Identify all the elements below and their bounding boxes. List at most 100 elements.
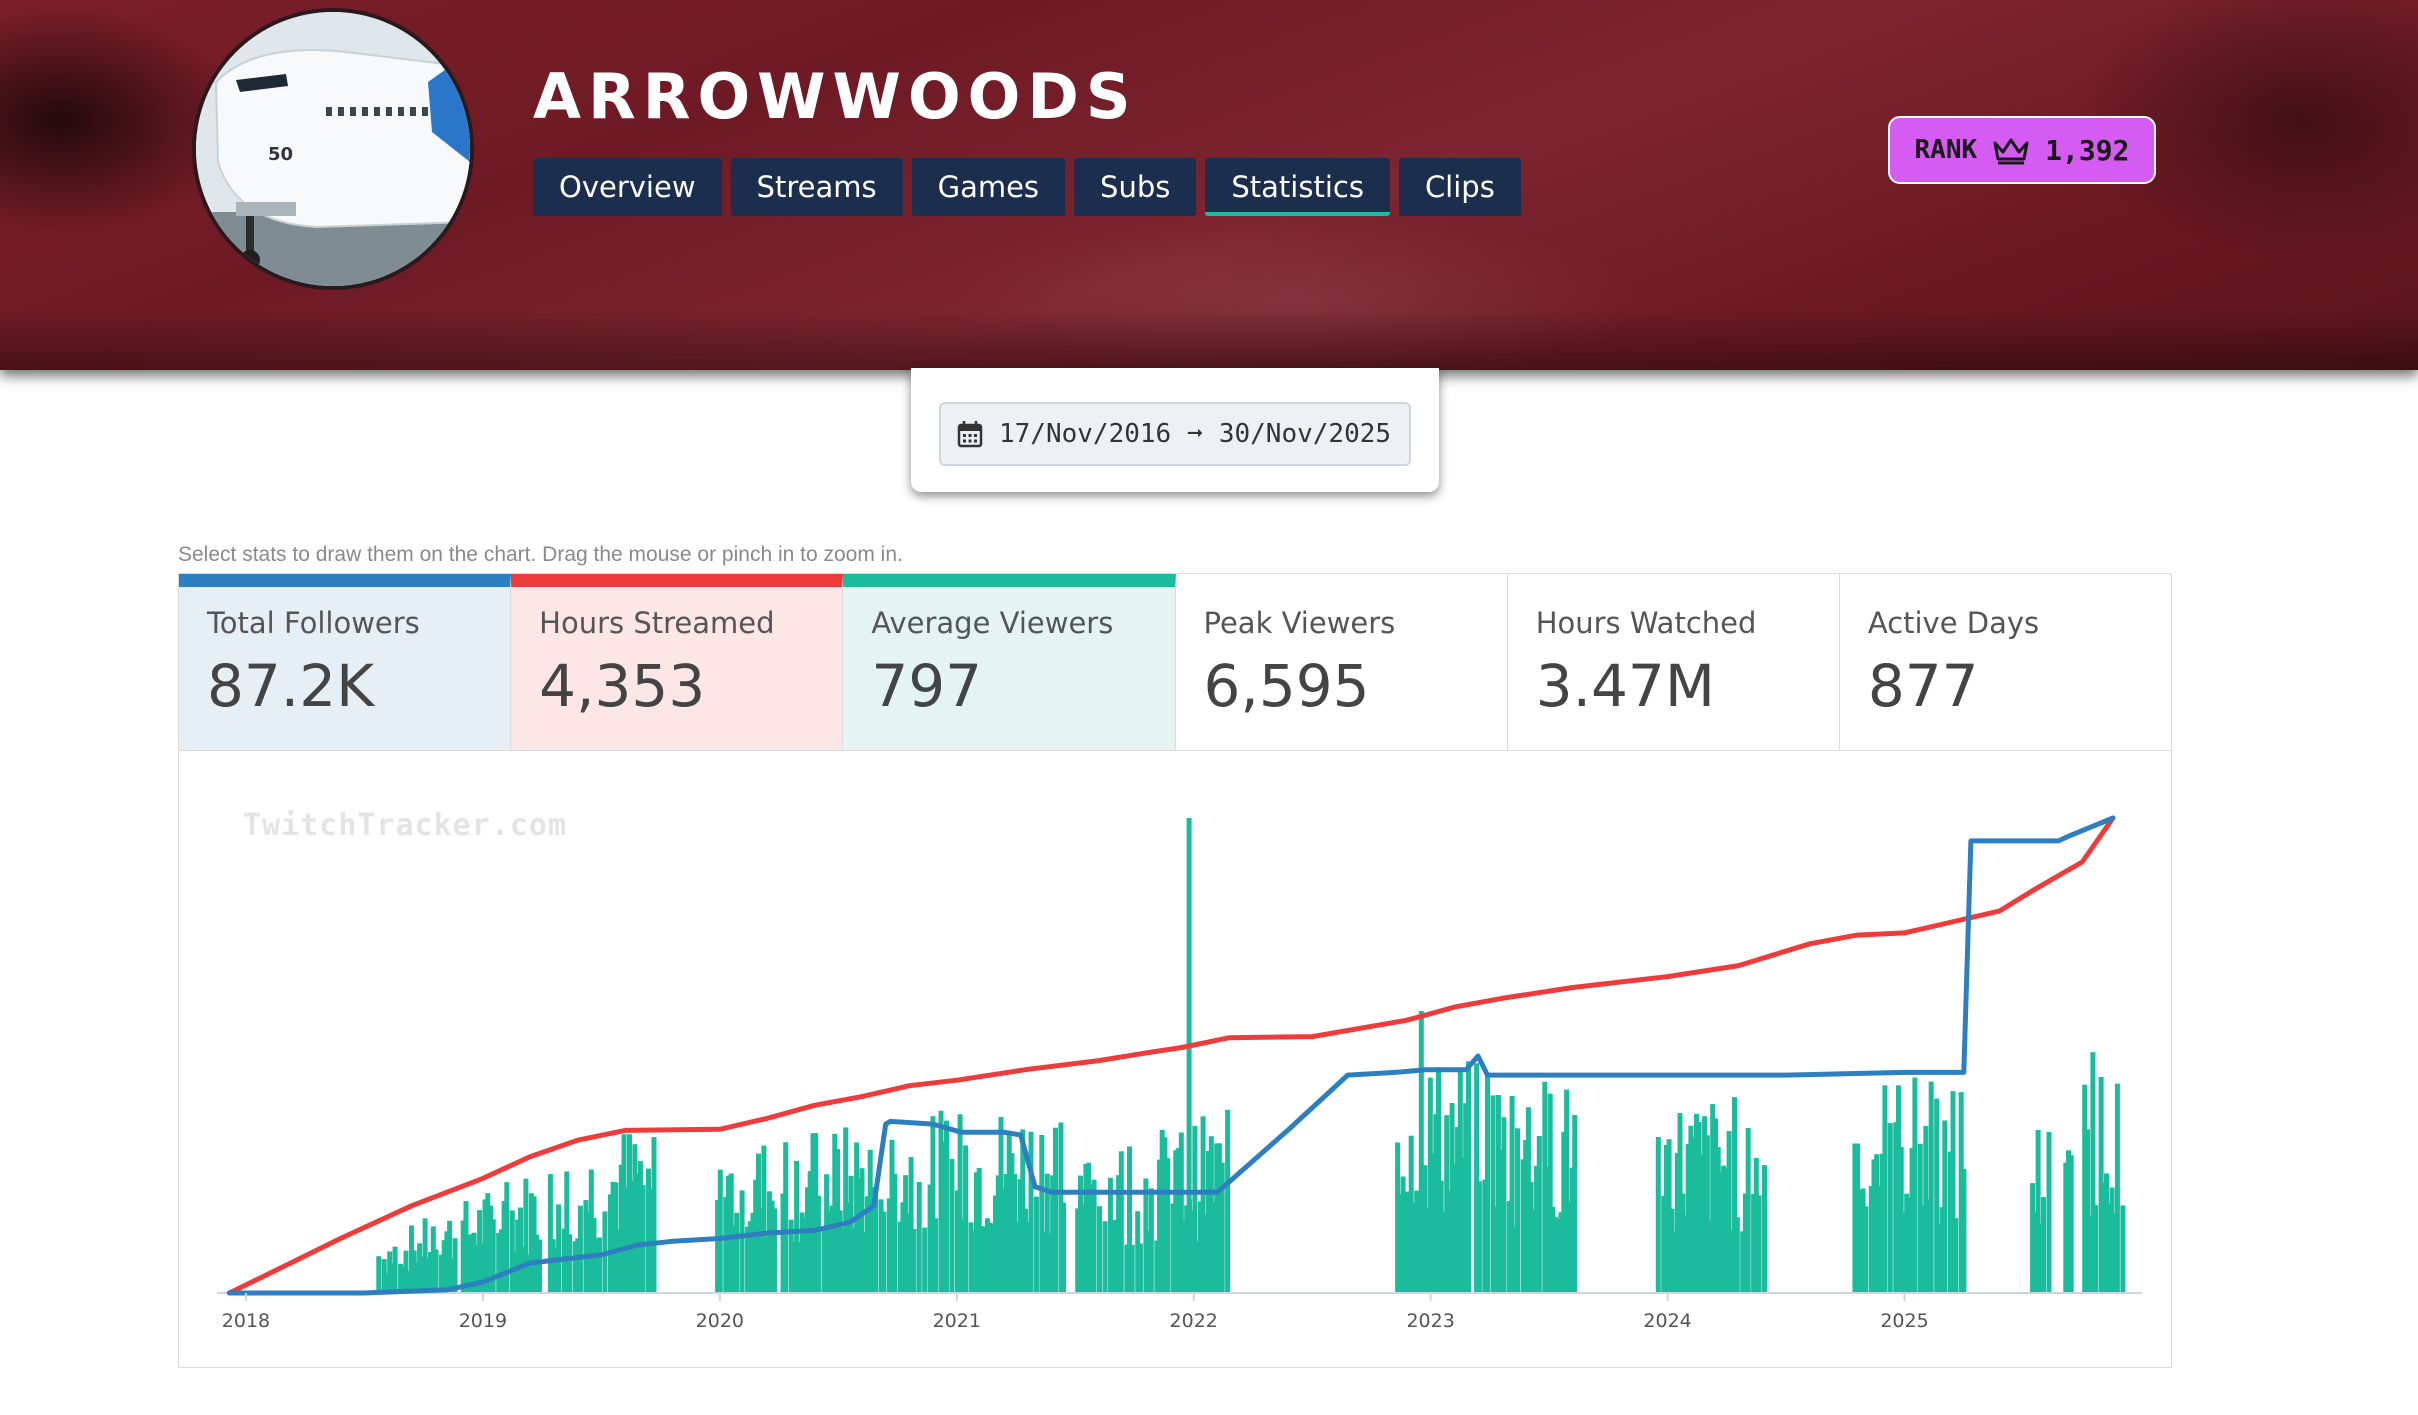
avg-viewers-bar [1939,1207,1945,1293]
avg-viewers-bar [1482,1179,1488,1293]
nav-tabs: Overview Streams Games Subs Statistics C… [533,158,1521,216]
avg-viewers-bar [1950,1091,1956,1293]
avg-viewers-bar [1726,1131,1732,1293]
avg-viewers-bar [1512,1226,1518,1293]
avg-viewers-bar [537,1239,542,1293]
avg-viewers-bar [1904,1193,1910,1293]
avg-viewers-bar [1091,1179,1097,1293]
rank-badge[interactable]: RANK 1,392 [1888,116,2156,184]
avg-viewers-bar [2101,1182,2107,1293]
avg-viewers-bar [1395,1142,1401,1293]
x-tick-label: 2019 [459,1310,507,1332]
tab-subs[interactable]: Subs [1074,158,1197,216]
avg-viewers-bar [1947,1151,1953,1293]
avg-viewers-bar [496,1232,502,1293]
tab-clips[interactable]: Clips [1398,158,1521,216]
avg-viewers-bar [1958,1092,1964,1293]
avg-viewers-bar [381,1259,387,1293]
avg-viewers-bar [933,1218,939,1293]
avg-viewers-bar [594,1238,600,1293]
chart-canvas[interactable]: 2018 2019 2020 2021 2022 2023 2024 2025 [179,750,2171,1366]
avg-viewers-bar [908,1157,914,1293]
avg-viewers-bar [862,1232,868,1293]
channel-name: ARROWWOODS [533,60,1138,133]
stat-value: 6,595 [1203,652,1370,720]
avg-viewers-bar [835,1149,840,1293]
avg-viewers-bar [1455,1127,1461,1293]
avg-viewers-bar [1685,1144,1691,1293]
stat-active-days[interactable]: Active Days 877 [1840,574,2171,750]
avg-viewers-bar [1425,1208,1431,1293]
avg-viewers-bar [1683,1215,1688,1293]
avg-viewers-bar [1566,1202,1572,1293]
tab-streams[interactable]: Streams [730,158,903,216]
avg-viewers-bar [944,1120,949,1293]
avg-viewers-bar [520,1246,526,1293]
avg-viewers-bar [1490,1095,1496,1293]
avg-viewers-bar [1677,1113,1683,1293]
avg-viewers-bar [1197,1201,1203,1293]
avg-viewers-bar [856,1178,862,1293]
avg-viewers-bar [1025,1222,1031,1293]
avg-viewers-bar [1669,1208,1675,1293]
stat-label: Peak Viewers [1203,606,1396,640]
avg-viewers-bar [1127,1146,1132,1293]
avg-viewers-bar [1003,1174,1009,1293]
stat-total-followers[interactable]: Total Followers 87.2K [179,574,512,750]
avg-viewers-bar [867,1149,873,1293]
avg-viewers-bar [1693,1113,1699,1293]
avg-viewers-bar [398,1263,404,1293]
avg-viewers-bar [813,1133,819,1293]
avg-viewers-bar [1920,1205,1926,1293]
tab-statistics[interactable]: Statistics [1205,158,1390,216]
avg-viewers-bar [1044,1173,1050,1293]
avg-viewers-bar [1672,1231,1678,1293]
avg-viewers-bar [2104,1173,2109,1293]
avg-viewers-bar [824,1174,830,1293]
avg-viewers-bar [417,1243,423,1293]
date-range-picker[interactable]: 17/Nov/2016 ➞ 30/Nov/2025 [939,402,1411,466]
avg-viewers-bar [629,1181,635,1293]
stat-peak-viewers[interactable]: Peak Viewers 6,595 [1176,574,1508,750]
avg-viewers-bar [1042,1231,1048,1293]
avg-viewers-bar [1208,1136,1214,1293]
avg-viewers-bar [1460,1157,1466,1293]
avg-viewers-bar [1953,1218,1959,1293]
avg-viewers-bar [1547,1093,1553,1293]
avg-viewers-bar [509,1210,515,1293]
avg-viewers-bar [1162,1137,1168,1293]
avg-viewers-bar [1433,1114,1439,1293]
stat-average-viewers[interactable]: Average Viewers 797 [843,574,1176,750]
stat-hours-watched[interactable]: Hours Watched 3.47M [1508,574,1840,750]
avg-viewers-bar [1039,1135,1045,1293]
avg-viewers-bar [1449,1103,1455,1293]
avg-viewers-bar [1893,1122,1899,1293]
avg-viewers-bar [1715,1146,1721,1293]
tab-games[interactable]: Games [911,158,1066,216]
avg-viewers-bar [646,1168,651,1293]
avg-viewers-bar [990,1223,996,1293]
avg-viewers-bar [1896,1085,1901,1293]
avg-viewers-bar [903,1175,909,1293]
stat-hours-streamed[interactable]: Hours Streamed 4,353 [511,574,844,750]
avg-viewers-bar [577,1205,583,1293]
avg-viewers-bar [1680,1193,1686,1293]
avg-viewers-bar [616,1229,622,1293]
avg-viewers-bar [957,1114,963,1293]
avg-viewers-bar [750,1212,756,1293]
stats-chart[interactable]: TwitchTracker.com 2018 2019 2020 2021 2022 20… [178,750,2172,1368]
avg-viewers-bar [433,1249,439,1293]
avg-viewers-bar [1723,1168,1729,1293]
avg-viewers-bar [2120,1205,2126,1293]
tab-overview[interactable]: Overview [533,158,722,216]
avg-viewers-bar [1146,1230,1152,1293]
avg-viewers-bar [1436,1067,1441,1293]
stat-value: 4,353 [539,652,706,720]
date-start: 17/Nov/2016 [999,419,1172,449]
arrow-icon: ➞ [1187,419,1203,449]
avg-viewers-bar [1874,1154,1880,1293]
total-followers-line [226,815,2116,1296]
avg-viewers-bar [726,1175,731,1293]
avg-viewers-bar [1666,1139,1672,1293]
avg-viewers-bar [878,1199,884,1293]
